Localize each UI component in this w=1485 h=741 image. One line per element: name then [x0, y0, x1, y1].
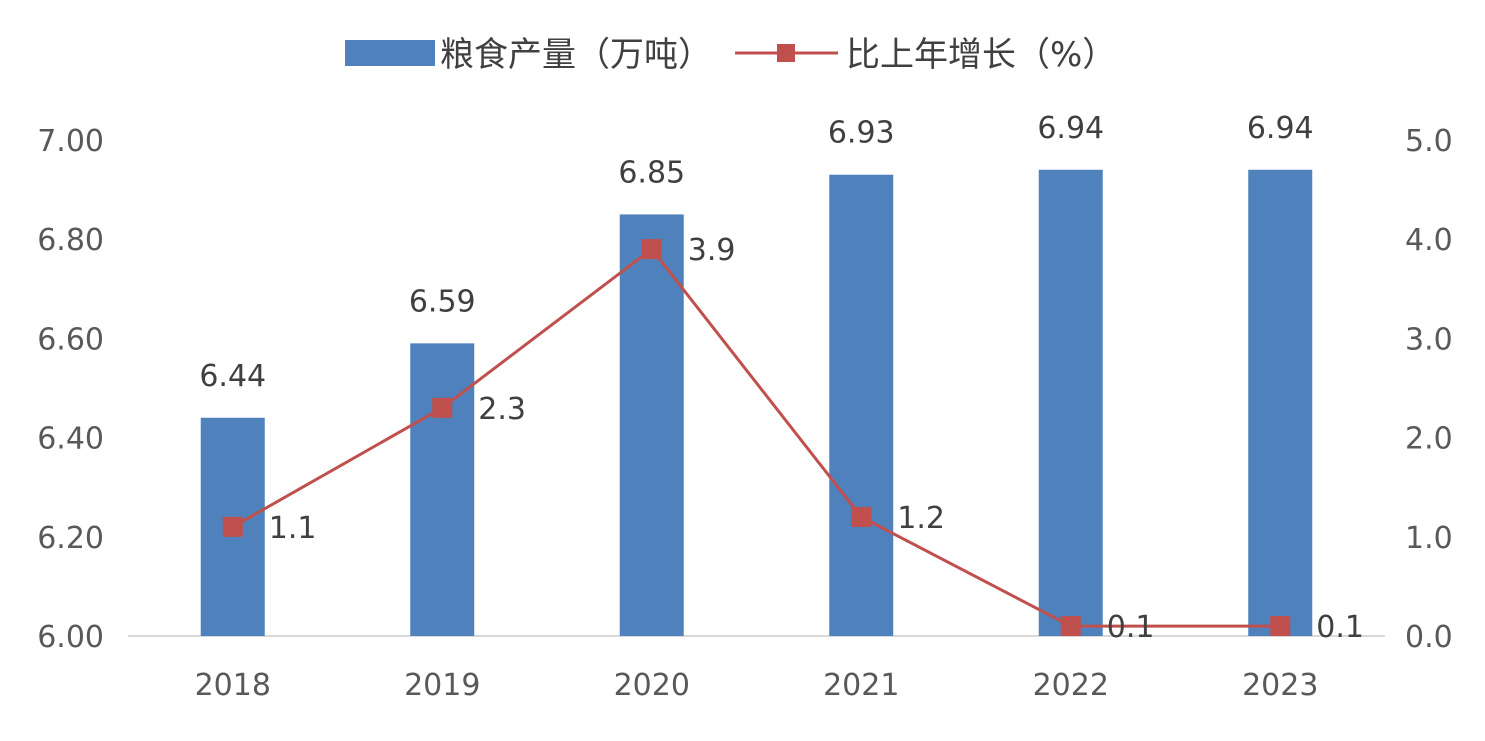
- line-point-marker: [641, 239, 662, 260]
- y-right-tick-label: 2.0: [1405, 422, 1453, 457]
- legend-bar-swatch: [345, 40, 435, 66]
- line-series: 1.1 2.3 3.9 1.2 0.1 0.1: [222, 233, 1364, 645]
- legend-line-label: 比上年增长（%）: [846, 35, 1116, 75]
- bar-series: 6.44 6.59 6.85 6.93 6.94 6.94: [199, 111, 1314, 636]
- bar-data-label: 6.44: [199, 359, 266, 394]
- growth-line: [232, 247, 1281, 628]
- line-data-label: 0.1: [1316, 610, 1364, 645]
- line-point-marker: [1270, 616, 1291, 637]
- y-right-tick-label: 4.0: [1405, 223, 1453, 258]
- legend-line-marker: [777, 44, 795, 62]
- y-left-tick-label: 6.40: [37, 422, 104, 457]
- bar: [619, 214, 684, 636]
- bar: [1038, 169, 1103, 636]
- legend-bar-label: 粮食产量（万吨）: [440, 35, 712, 75]
- x-tick-label: 2020: [614, 668, 690, 703]
- bar-data-label: 6.59: [409, 284, 476, 319]
- y-right-tick-label: 1.0: [1405, 521, 1453, 556]
- line-point-marker: [851, 506, 872, 527]
- x-tick-label: 2019: [404, 668, 480, 703]
- chart-legend: 粮食产量（万吨） 比上年增长（%）: [345, 35, 1116, 75]
- bar-data-label: 6.93: [828, 116, 895, 151]
- line-point-marker: [432, 397, 453, 418]
- bar: [829, 174, 894, 636]
- line-data-label: 1.1: [269, 511, 317, 546]
- line-data-label: 1.2: [897, 501, 945, 536]
- line-data-label: 3.9: [688, 233, 736, 268]
- bar-data-label: 6.85: [618, 155, 685, 190]
- y-left-tick-label: 6.80: [37, 223, 104, 258]
- bar-data-label: 6.94: [1247, 111, 1314, 146]
- y-right-tick-label: 5.0: [1405, 124, 1453, 159]
- y-right-tick-label: 0.0: [1405, 620, 1453, 655]
- line-data-label: 2.3: [478, 392, 526, 427]
- bar: [1248, 169, 1313, 636]
- bar-data-label: 6.94: [1037, 111, 1104, 146]
- line-point-marker: [222, 516, 243, 537]
- line-point-marker: [1060, 616, 1081, 637]
- y-left-tick-label: 6.20: [37, 521, 104, 556]
- y-right-tick-label: 3.0: [1405, 322, 1453, 357]
- x-tick-label: 2022: [1033, 668, 1109, 703]
- x-tick-label: 2021: [823, 668, 899, 703]
- bar: [410, 343, 475, 636]
- chart-axes: 6.00 6.20 6.40 6.60 6.80 7.00 0.0 1.0 2.0 3.0 4.0 5…: [37, 124, 1453, 703]
- x-tick-label: 2018: [195, 668, 271, 703]
- y-left-tick-label: 6.60: [37, 322, 104, 357]
- line-data-label: 0.1: [1107, 610, 1155, 645]
- y-left-tick-label: 7.00: [37, 124, 104, 159]
- x-tick-label: 2023: [1242, 668, 1318, 703]
- y-left-tick-label: 6.00: [37, 620, 104, 655]
